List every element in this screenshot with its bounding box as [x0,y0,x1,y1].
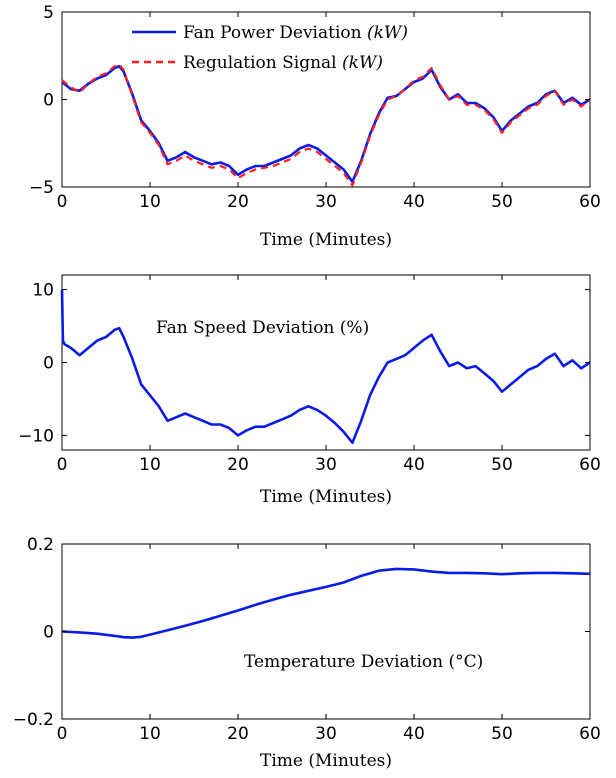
x-ticks: 0 10 20 30 40 50 60 [57,275,601,475]
x-tick-label: 0 [57,724,68,744]
legend-label-fan-power: Fan Power Deviation (kW) [183,23,408,43]
x-ticks: 0 10 20 30 40 50 60 [57,12,601,212]
x-tick-label: 60 [579,455,601,475]
x-tick-label: 30 [315,724,337,744]
series-layer [61,63,591,187]
plot-frame [61,543,591,720]
y-ticks: −10 0 10 [18,281,590,446]
x-axis-label: Time (Minutes) [260,487,392,507]
x-tick-label: 50 [491,192,513,212]
x-axis-label: Time (Minutes) [260,751,392,771]
y-tick-label: 10 [32,281,54,301]
y-tick-label: 5 [43,3,54,23]
x-tick-label: 40 [403,455,425,475]
chart-temperature: 0 10 20 30 40 50 60 −0.200.2 Time (Minutes) Te… [13,535,601,771]
y-tick-label: 0 [43,354,54,374]
x-tick-label: 20 [227,724,249,744]
series-layer [61,567,591,639]
y-ticks: −5 0 5 [29,3,590,198]
x-tick-label: 10 [139,724,161,744]
y-tick-label: −5 [29,178,54,198]
series-line-0 [61,567,591,639]
series-line-0 [60,289,591,445]
chart-annotation: Temperature Deviation (°C) [244,652,483,672]
x-tick-label: 50 [491,724,513,744]
series-layer [60,289,591,445]
x-tick-label: 20 [227,192,249,212]
x-tick-label: 40 [403,192,425,212]
x-tick-label: 0 [57,192,68,212]
legend: Fan Power Deviation (kW) Regulation Sign… [132,23,408,73]
y-tick-label: 0 [43,91,54,111]
x-tick-label: 60 [579,724,601,744]
x-tick-label: 0 [57,455,68,475]
legend-label-regulation: Regulation Signal (kW) [183,53,383,73]
x-tick-label: 60 [579,192,601,212]
y-tick-label: 0 [43,623,54,643]
x-tick-label: 10 [139,455,161,475]
y-tick-label: 0.2 [27,535,54,555]
chart-annotation: Fan Speed Deviation (%) [156,318,369,338]
chart-fan-power: 0 10 20 30 40 50 60 −505 Time (Minutes) Fan Po… [29,3,601,250]
x-ticks: 0 10 20 30 40 50 60 [57,544,601,744]
x-tick-label: 30 [315,192,337,212]
x-tick-label: 50 [491,455,513,475]
y-tick-label: −0.2 [13,710,54,730]
plot-frame [61,274,591,451]
x-tick-label: 10 [139,192,161,212]
x-tick-label: 40 [403,724,425,744]
y-ticks: −0.2 0 0.2 [13,535,590,730]
y-tick-label: −10 [18,426,54,446]
x-tick-label: 30 [315,455,337,475]
x-tick-label: 20 [227,455,249,475]
series-line-1 [61,63,591,187]
x-axis-label: Time (Minutes) [260,230,392,250]
